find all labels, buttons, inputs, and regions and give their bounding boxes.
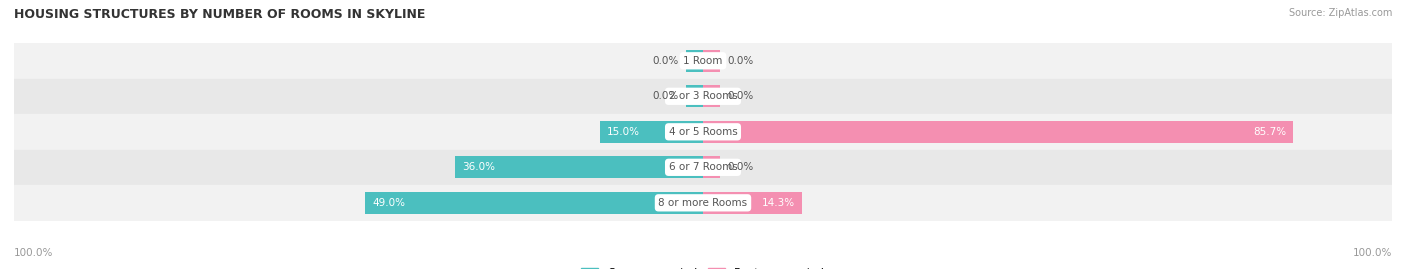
Bar [703,50,720,72]
Text: 6 or 7 Rooms: 6 or 7 Rooms [669,162,737,172]
Text: 36.0%: 36.0% [461,162,495,172]
Text: 100.0%: 100.0% [14,248,53,258]
Bar [703,121,1294,143]
Bar [703,85,720,107]
Bar [14,150,1392,185]
Bar [703,192,801,214]
Text: 14.3%: 14.3% [762,198,794,208]
Bar [686,50,703,72]
Bar [599,121,703,143]
Bar [456,156,703,178]
Bar [366,192,703,214]
Text: 49.0%: 49.0% [373,198,405,208]
Text: 15.0%: 15.0% [606,127,640,137]
Bar [14,185,1392,221]
Bar [14,79,1392,114]
Text: 0.0%: 0.0% [727,91,754,101]
Text: 0.0%: 0.0% [727,162,754,172]
Text: 0.0%: 0.0% [652,56,679,66]
Text: 100.0%: 100.0% [1353,248,1392,258]
Text: 0.0%: 0.0% [652,91,679,101]
Bar [14,43,1392,79]
Bar [703,156,720,178]
Text: 1 Room: 1 Room [683,56,723,66]
Text: 8 or more Rooms: 8 or more Rooms [658,198,748,208]
Text: Source: ZipAtlas.com: Source: ZipAtlas.com [1288,8,1392,18]
Bar [686,85,703,107]
Legend: Owner-occupied, Renter-occupied: Owner-occupied, Renter-occupied [576,263,830,269]
Text: 85.7%: 85.7% [1253,127,1286,137]
Text: 0.0%: 0.0% [727,56,754,66]
Text: 2 or 3 Rooms: 2 or 3 Rooms [669,91,737,101]
Bar [14,114,1392,150]
Text: HOUSING STRUCTURES BY NUMBER OF ROOMS IN SKYLINE: HOUSING STRUCTURES BY NUMBER OF ROOMS IN… [14,8,426,21]
Text: 4 or 5 Rooms: 4 or 5 Rooms [669,127,737,137]
